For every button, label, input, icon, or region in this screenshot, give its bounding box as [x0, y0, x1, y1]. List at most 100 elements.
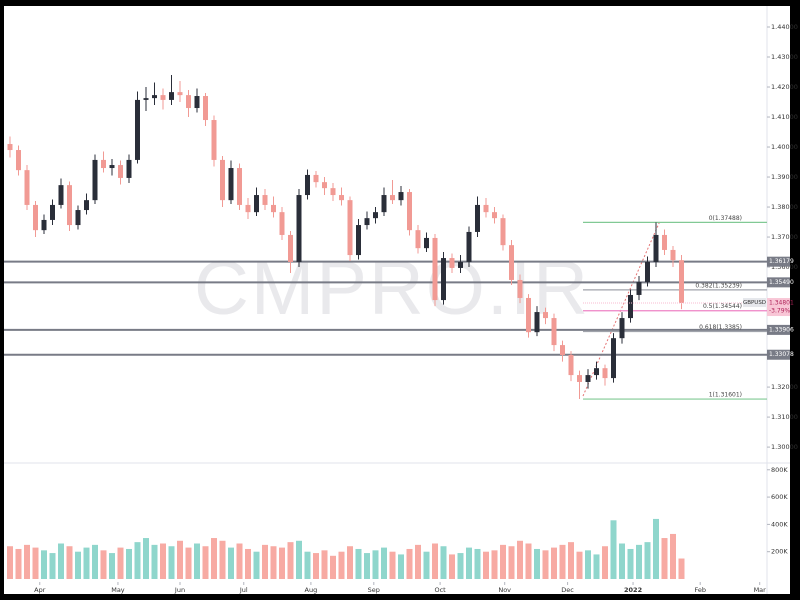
- volume-bar: [24, 544, 30, 579]
- volume-bar: [610, 520, 617, 579]
- volume-bar: [151, 544, 158, 579]
- x-tick-label: 2022: [624, 586, 642, 594]
- volume-bar: [194, 543, 200, 579]
- volume-bar: [66, 546, 73, 579]
- candle-body: [203, 96, 208, 121]
- level-label-box: [767, 256, 790, 267]
- candle-body: [619, 318, 625, 339]
- volume-bar: [287, 542, 294, 579]
- volume-bar: [228, 547, 234, 579]
- candle-body: [628, 294, 633, 319]
- volume-bar: [449, 554, 455, 579]
- candle-body: [177, 92, 183, 96]
- volume-bar: [432, 543, 438, 579]
- volume-bar: [177, 540, 183, 579]
- volume-bar: [517, 540, 523, 579]
- volume-bar: [559, 544, 566, 579]
- candle-body: [279, 212, 285, 235]
- volume-bar: [41, 550, 47, 579]
- candle-body: [560, 345, 565, 355]
- volume-bar: [313, 553, 319, 579]
- candle-body: [585, 375, 591, 382]
- x-tick-label: Dec: [561, 586, 574, 594]
- plot: 1.44000 1.43000 1.42000 1.41000 1.40000 1.390…: [4, 23, 798, 594]
- last-price-label: 1.34801: [769, 300, 794, 307]
- candle-body: [611, 338, 616, 379]
- fib-label: 0(1.37488): [709, 215, 742, 222]
- x-tick-label: Oct: [434, 586, 446, 594]
- volume-bar: [653, 518, 659, 579]
- volume-bar: [211, 538, 217, 579]
- y-tick-label: 1.37000: [771, 233, 798, 241]
- candle-body: [670, 249, 676, 261]
- candle-body: [16, 150, 21, 171]
- volume-bar: [525, 543, 532, 579]
- candle-body: [296, 195, 302, 262]
- candle-body: [466, 231, 472, 262]
- last-change-label: -3.79%: [769, 308, 791, 315]
- volume-bar: [551, 547, 557, 579]
- candle-body: [441, 258, 446, 301]
- candle-body: [330, 188, 336, 196]
- volume-bar: [109, 553, 115, 579]
- x-tick-label: Jun: [174, 586, 185, 594]
- fib-label: 0.382(1.35239): [695, 282, 742, 289]
- volume-tick-label: 400K: [771, 520, 788, 528]
- candle-body: [220, 159, 225, 201]
- candle-body: [67, 185, 72, 226]
- y-tick-label: 1.36000: [771, 263, 798, 271]
- volume-bar: [253, 551, 260, 579]
- candle-body: [475, 204, 480, 232]
- candle-body: [662, 234, 667, 250]
- y-tick-label: 1.41000: [771, 113, 798, 121]
- candle-body: [517, 279, 523, 298]
- x-tick-label: Feb: [694, 586, 706, 594]
- candle-body: [41, 219, 47, 231]
- volume-bar: [355, 548, 362, 579]
- volume-bar: [389, 551, 396, 579]
- candle-body: [424, 237, 429, 249]
- candle-body: [526, 297, 531, 333]
- volume-bar: [500, 544, 506, 579]
- volume-bar: [491, 550, 498, 579]
- candle-body: [381, 195, 387, 213]
- candle-body: [7, 144, 13, 151]
- volume-bar: [296, 540, 302, 579]
- y-tick-label: 1.40000: [771, 143, 798, 151]
- candle-body: [288, 234, 293, 262]
- candle-body: [636, 282, 642, 295]
- volume-bar: [508, 546, 515, 579]
- candle-body: [407, 192, 412, 231]
- candle-body: [568, 354, 574, 376]
- x-tick-label: Sep: [368, 586, 380, 594]
- candle-body: [58, 185, 64, 205]
- candle-body: [245, 204, 251, 213]
- candle-body: [271, 204, 276, 213]
- candle-body: [364, 218, 370, 226]
- volume-bar: [32, 547, 39, 579]
- volume-tick-label: 800K: [771, 466, 788, 474]
- volume-bar: [542, 550, 549, 579]
- volume-bar: [185, 547, 192, 579]
- candle-body: [160, 95, 166, 100]
- candle-body: [551, 318, 557, 346]
- volume-bar: [474, 548, 481, 579]
- volume-bar: [661, 538, 668, 579]
- x-tick-label: May: [111, 586, 125, 594]
- candle-body: [483, 204, 489, 213]
- last-price-box: [767, 298, 790, 317]
- volume-bar: [134, 542, 141, 579]
- volume-bar: [670, 533, 676, 579]
- level-label: 1.35490: [769, 279, 794, 286]
- volume-bar: [372, 550, 379, 579]
- candle-body: [84, 200, 89, 211]
- fib-label: 1(1.31601): [709, 392, 742, 399]
- y-tick-label: 1.43000: [771, 53, 798, 61]
- candle-body: [262, 195, 268, 205]
- volume-bar: [270, 546, 277, 579]
- volume-bar: [466, 547, 472, 579]
- volume-tick-label: 600K: [771, 493, 788, 501]
- candle-body: [211, 120, 217, 160]
- candle-body: [543, 312, 548, 319]
